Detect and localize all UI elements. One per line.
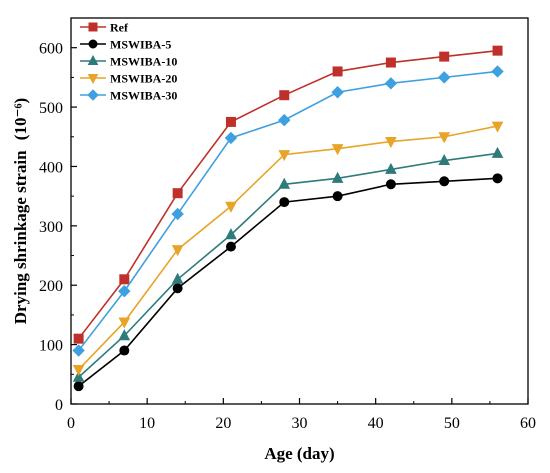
y-axis-title-text: Drying shrinkage strain (11, 150, 30, 324)
series-line-mswiba-5 (78, 177, 498, 387)
data-point-mswiba-5 (332, 191, 343, 202)
data-point-ref (225, 116, 236, 127)
data-point-mswiba-20 (491, 121, 504, 133)
legend-item-mswiba-10: MSWIBA-10 (80, 55, 177, 69)
data-point-mswiba-20 (438, 132, 451, 144)
x-tick-label: 50 (444, 415, 460, 432)
series-mswiba-30 (72, 65, 504, 357)
data-point-mswiba-5 (73, 381, 84, 392)
data-point-mswiba-5 (172, 283, 183, 294)
data-point-mswiba-30 (438, 71, 451, 84)
data-point-mswiba-10 (118, 329, 131, 341)
legend-marker (87, 54, 99, 65)
data-point-ref (385, 57, 396, 68)
legend-label: MSWIBA-10 (110, 55, 177, 69)
data-point-mswiba-5 (385, 179, 396, 190)
data-point-mswiba-20 (72, 365, 85, 377)
legend-marker (88, 39, 98, 49)
data-point-mswiba-5 (279, 197, 290, 208)
data-point-mswiba-10 (331, 171, 344, 183)
data-point-mswiba-30 (384, 77, 398, 90)
data-point-ref (332, 66, 343, 77)
x-tick-label: 0 (67, 415, 75, 432)
data-point-ref (279, 90, 290, 101)
data-point-mswiba-20 (331, 144, 344, 156)
data-point-mswiba-30 (118, 284, 131, 298)
x-tick-label: 40 (368, 415, 384, 432)
legend-marker (87, 89, 99, 101)
legend: Ref MSWIBA-5 MSWIBA-10 MSWIBA-20 MSWIBA-30 (80, 21, 177, 103)
data-point-mswiba-10 (72, 370, 85, 382)
data-point-mswiba-30 (331, 86, 344, 99)
series-line-mswiba-30 (77, 70, 498, 352)
y-axis-unit: (10⁻⁶) (11, 98, 30, 140)
legend-label: MSWIBA-20 (110, 72, 177, 86)
data-point-mswiba-10 (278, 177, 291, 189)
data-point-mswiba-5 (492, 173, 503, 184)
y-tick-label: 100 (39, 338, 63, 355)
data-point-mswiba-10 (225, 228, 237, 240)
data-point-mswiba-20 (385, 137, 397, 149)
data-point-ref (119, 274, 130, 285)
data-point-mswiba-30 (491, 65, 504, 78)
data-point-mswiba-30 (72, 344, 85, 357)
y-tick-label: 200 (39, 278, 63, 295)
x-tick-label: 10 (139, 415, 155, 432)
data-point-ref (492, 45, 503, 56)
data-point-mswiba-10 (385, 162, 397, 174)
legend-item-mswiba-5: MSWIBA-5 (80, 38, 171, 52)
data-point-mswiba-20 (118, 317, 131, 329)
data-point-mswiba-20 (278, 150, 291, 162)
data-point-mswiba-20 (171, 245, 184, 257)
y-axis-title: Drying shrinkage strain (10⁻⁶) (11, 98, 30, 324)
data-point-mswiba-5 (439, 176, 450, 187)
data-point-ref (172, 188, 183, 199)
y-tick-label: 600 (39, 41, 63, 58)
data-point-mswiba-20 (225, 201, 237, 213)
legend-label: MSWIBA-30 (110, 89, 177, 103)
data-point-mswiba-30 (278, 113, 291, 127)
y-tick-label: 500 (39, 100, 63, 117)
legend-item-ref: Ref (80, 21, 129, 35)
series-layer (72, 45, 504, 392)
series-mswiba-10 (72, 146, 504, 382)
y-tick-label: 400 (39, 159, 63, 176)
legend-label: Ref (110, 21, 129, 35)
data-point-mswiba-5 (225, 241, 236, 252)
data-point-mswiba-30 (224, 131, 238, 145)
x-tick-label: 30 (292, 415, 308, 432)
data-point-mswiba-10 (438, 153, 451, 166)
data-point-ref (439, 51, 450, 62)
legend-item-mswiba-30: MSWIBA-30 (80, 89, 177, 103)
data-point-ref (73, 333, 84, 344)
y-tick-label: 0 (55, 397, 63, 414)
legend-label: MSWIBA-5 (110, 38, 171, 52)
x-tick-label: 20 (215, 415, 231, 432)
series-ref (73, 45, 503, 344)
y-tick-label: 300 (39, 219, 63, 236)
data-point-mswiba-10 (171, 272, 184, 284)
legend-marker (88, 22, 98, 32)
data-point-mswiba-10 (491, 146, 504, 158)
legend-marker (87, 74, 99, 85)
x-axis-title: Age (day) (264, 444, 334, 463)
legend-item-mswiba-20: MSWIBA-20 (80, 72, 177, 86)
series-mswiba-5 (73, 173, 503, 392)
series-mswiba-20 (72, 121, 504, 377)
data-point-mswiba-30 (171, 207, 184, 221)
data-point-mswiba-5 (119, 345, 130, 356)
x-tick-label: 60 (520, 415, 536, 432)
